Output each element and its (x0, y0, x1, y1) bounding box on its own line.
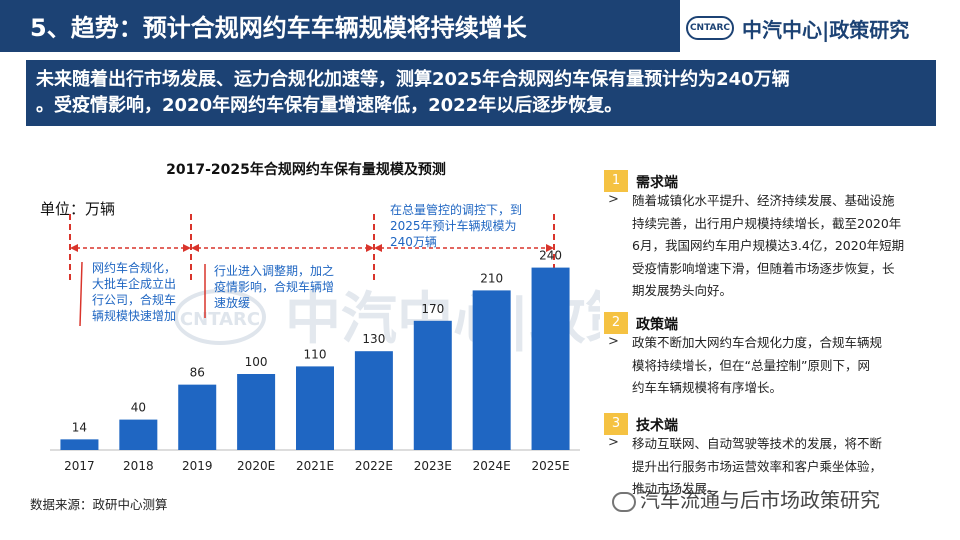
bar-2017 (60, 439, 99, 450)
section-body-line: 受疫情影响增速下滑，但随着市场逐步恢复，长 (632, 260, 895, 276)
chart-title: 2017-2025年合规网约车保有量规模及预测 (166, 161, 446, 178)
tick-label-2020E: 2020E (237, 459, 275, 473)
summary-box: 未来随着出行市场发展、运力合规化加速等，测算2025年合规网约车保有量预计约为2… (26, 60, 936, 126)
section-body-line: 政策不断加大网约车合规化力度，合规车辆规 (632, 335, 883, 350)
tick-label-2025E: 2025E (531, 459, 569, 473)
bar-2020E (237, 374, 276, 450)
page-title: 5、趋势：预计合规网约车车辆规模将持续增长 (30, 14, 527, 42)
phase2-arrow-head-left (191, 244, 199, 252)
tick-label-2021E: 2021E (296, 459, 334, 473)
section-body-line: 6月，我国网约车用户规模达3.4亿，2020年短期 (632, 238, 905, 253)
phase3-text-line: 240万辆 (390, 235, 437, 249)
phase2-arrow-head-right (366, 244, 374, 252)
data-label-2018: 40 (131, 401, 146, 415)
section-body: 随着城镇化水平提升、经济持续发展、基础设施 持续完善，出行用户规模持续增长，截至2… (632, 190, 932, 303)
section-body-line: 提升出行服务市场运营效率和客户乘坐体验， (632, 458, 883, 474)
phase3-text-line: 2025年预计车辆规模为 (390, 218, 517, 233)
phase3-arrow-head-right (546, 244, 554, 252)
data-label-2017: 14 (72, 420, 87, 434)
bar-2023E (413, 320, 452, 450)
footer-watermark: 汽车流通与后市场政策研究 (612, 484, 880, 513)
section-body-line: 期发展势头向好。 (632, 283, 733, 298)
phase3-text-line: 在总量管控的调控下，到 (390, 202, 522, 217)
logo-text: 中汽中心|政策研究 (742, 18, 910, 42)
section-heading: 政策端 (636, 317, 678, 333)
section-heading: 需求端 (636, 175, 678, 191)
section-body-line: 推动市场发展。 (632, 481, 720, 496)
section-number-badge: 3 (604, 413, 628, 435)
watermark-badge: CNTARC (180, 309, 260, 330)
phase2-text-line: 疫情影响，合规车辆增 (214, 279, 334, 294)
phase2-text-line: 行业进入调整期，加之 (214, 263, 334, 278)
data-label-2023E: 170 (421, 302, 444, 316)
bar-2018 (119, 419, 158, 450)
bullet-arrow-icon: > (608, 334, 619, 349)
section-body-line: 约车车辆规模将有序增长。 (632, 380, 783, 395)
bar-2024E (472, 290, 511, 450)
phase1-text-line: 网约车合规化， (92, 260, 176, 275)
tick-label-2019: 2019 (182, 459, 213, 473)
data-label-2025E: 240 (539, 249, 562, 263)
bar-2022E (354, 351, 393, 450)
tick-label-2023E: 2023E (414, 459, 452, 473)
phase1-arrow-head-right (183, 244, 191, 252)
section-body: 政策不断加大网约车合规化力度，合规车辆规 模将持续增长，但在“总量控制”原则下，网… (632, 332, 932, 400)
tick-label-2017: 2017 (64, 459, 95, 473)
phase1-arrow-head-left (70, 244, 78, 252)
section-body-line: 模将持续增长，但在“总量控制”原则下，网 (632, 357, 870, 373)
brand-logo: CNTARC 中汽中心|政策研究 (686, 12, 956, 46)
phase1-text-line: 行公司，合规车 (92, 292, 176, 307)
phase3-arrow-head-left (374, 244, 382, 252)
bar-2019 (178, 384, 217, 450)
section-number-badge: 2 (604, 312, 628, 334)
section-heading: 技术端 (636, 418, 678, 434)
footer-watermark-text: 汽车流通与后市场政策研究 (640, 488, 880, 512)
title-bar: 5、趋势：预计合规网约车车辆规模将持续增长 (0, 0, 680, 52)
summary-line-1: 未来随着出行市场发展、运力合规化加速等，测算2025年合规网约车保有量预计约为2… (36, 69, 790, 90)
bar-2025E (531, 267, 570, 450)
watermark-badge-shape (174, 289, 266, 345)
summary-line-2: 。受疫情影响，2020年网约车保有量增速降低，2022年以后逐步恢复。 (36, 95, 623, 116)
phase1-bracket (79, 261, 83, 327)
data-label-2020E: 100 (245, 355, 268, 369)
phase1-text-line: 大批车企成立出 (92, 276, 176, 291)
bullet-arrow-icon: > (608, 435, 619, 450)
wechat-icon (612, 491, 636, 512)
tick-label-2022E: 2022E (355, 459, 393, 473)
data-label-2024E: 210 (480, 271, 503, 285)
data-label-2022E: 130 (362, 332, 385, 346)
data-label-2021E: 110 (304, 347, 327, 361)
phase1-text-line: 辆规模快速增加 (92, 308, 176, 323)
phase2-text-line: 速放缓 (214, 295, 250, 310)
section-body-line: 移动互联网、自动驾驶等技术的发展，将不断 (632, 436, 883, 451)
data-label-2019: 86 (190, 366, 205, 380)
bar-2021E (296, 366, 334, 450)
section-body-line: 持续完善，出行用户规模持续增长，截至2020年 (632, 215, 902, 231)
unit-label: 单位：万辆 (40, 200, 115, 218)
logo-badge: CNTARC (686, 16, 734, 40)
tick-label-2024E: 2024E (473, 459, 511, 473)
section-body-line: 随着城镇化水平提升、经济持续发展、基础设施 (632, 193, 895, 208)
section-body: 移动互联网、自动驾驶等技术的发展，将不断 提升出行服务市场运营效率和客户乘坐体验，… (632, 433, 932, 501)
tick-label-2018: 2018 (123, 459, 154, 473)
bullet-arrow-icon: > (608, 192, 619, 207)
section-number-badge: 1 (604, 170, 628, 192)
data-source: 数据来源：政研中心测算 (30, 497, 168, 512)
